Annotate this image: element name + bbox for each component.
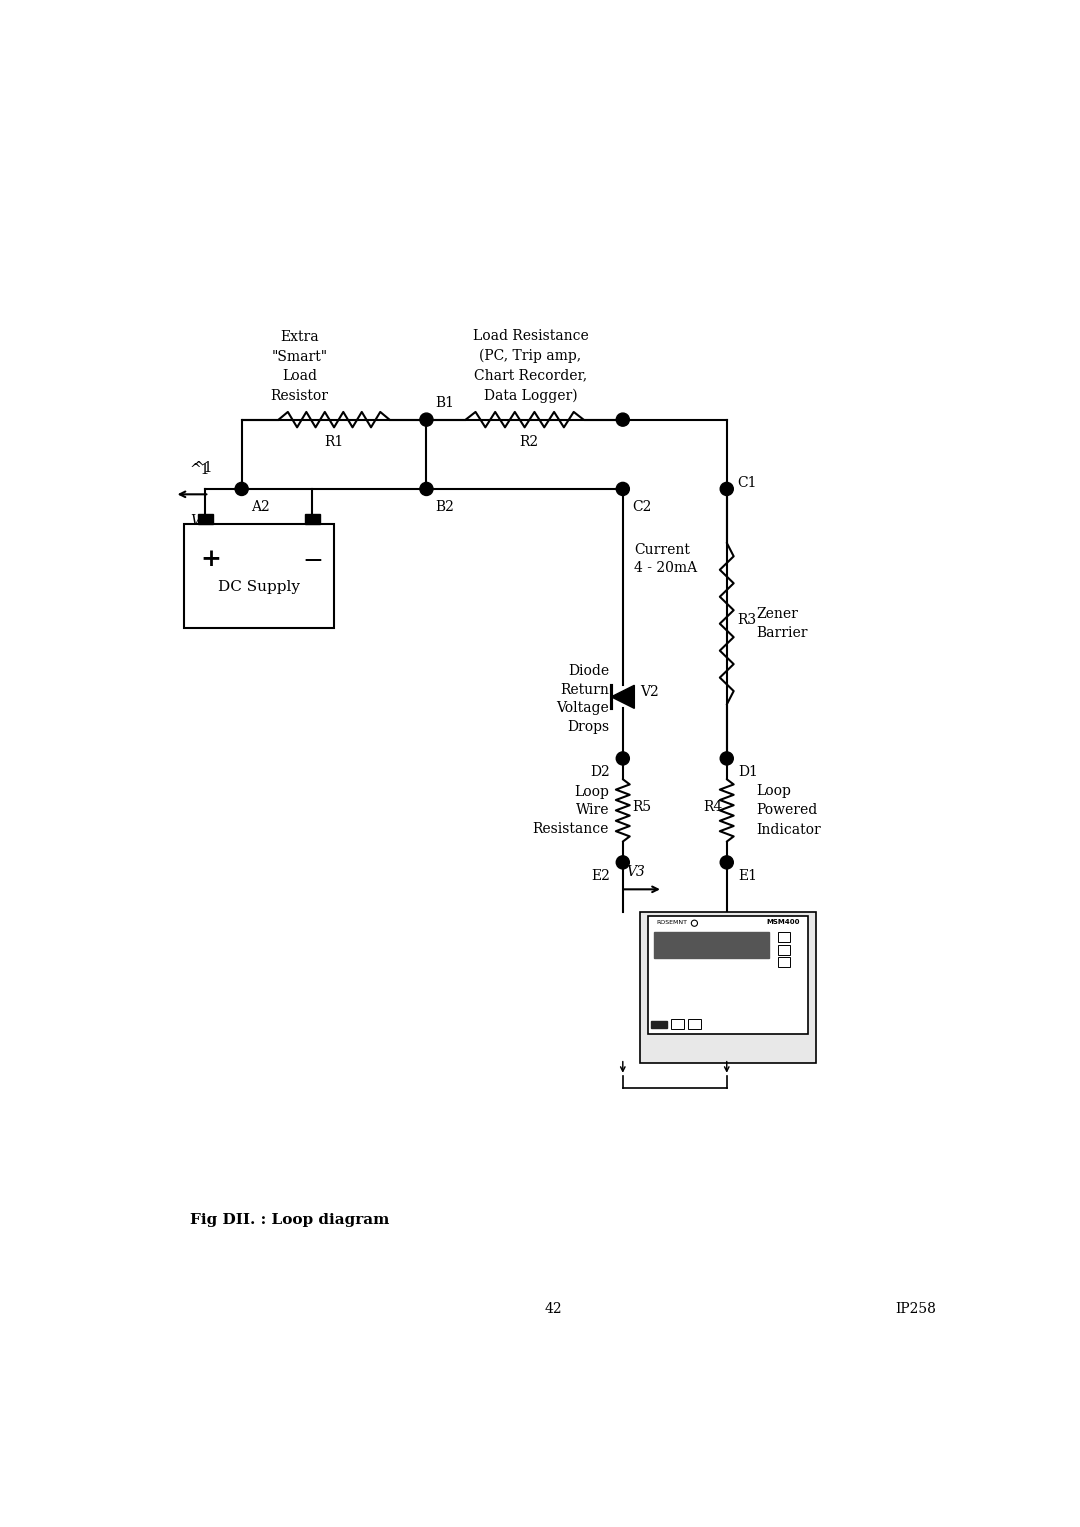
Bar (672, 1020, 684, 1029)
Text: Zener
Barrier: Zener Barrier (756, 606, 808, 640)
Bar (688, 1020, 701, 1029)
Text: V1: V1 (190, 513, 208, 527)
Text: 42: 42 (544, 1303, 563, 1316)
Text: Load Resistance
(PC, Trip amp,
Chart Recorder,
Data Logger): Load Resistance (PC, Trip amp, Chart Rec… (473, 328, 589, 403)
Bar (305, 513, 320, 524)
Text: ROSEMNT: ROSEMNT (656, 919, 687, 925)
Text: Fig DII. : Loop diagram: Fig DII. : Loop diagram (190, 1214, 390, 1228)
Text: ^1: ^1 (193, 461, 214, 475)
Text: C2: C2 (632, 501, 651, 515)
Text: D1: D1 (739, 765, 758, 779)
Text: R1: R1 (324, 435, 343, 449)
Circle shape (691, 921, 698, 927)
Text: Diode
Return
Voltage
Drops: Diode Return Voltage Drops (556, 664, 609, 733)
Text: R5: R5 (632, 800, 651, 814)
Text: MSM400: MSM400 (767, 919, 800, 925)
Text: R4: R4 (704, 800, 723, 814)
Text: DC Supply: DC Supply (218, 580, 300, 594)
Text: Current
4 - 20mA: Current 4 - 20mA (634, 542, 698, 576)
Bar (651, 1022, 666, 1028)
Circle shape (617, 483, 630, 495)
Bar (779, 957, 789, 967)
Text: D2: D2 (591, 765, 610, 779)
Text: −: − (302, 550, 323, 573)
Circle shape (720, 855, 733, 869)
Circle shape (617, 855, 630, 869)
Text: C1: C1 (738, 476, 757, 490)
Circle shape (235, 483, 248, 495)
Text: Loop
Wire
Resistance: Loop Wire Resistance (532, 785, 609, 835)
Circle shape (720, 751, 733, 765)
Circle shape (617, 414, 630, 426)
Bar (779, 945, 789, 954)
Text: E1: E1 (739, 869, 757, 883)
Text: A2: A2 (251, 501, 270, 515)
Bar (648, 916, 808, 1034)
Text: IP258: IP258 (895, 1303, 936, 1316)
Text: V2: V2 (639, 686, 659, 699)
Text: ^1: ^1 (189, 463, 210, 478)
Bar (184, 524, 334, 628)
Circle shape (617, 751, 630, 765)
Bar (654, 933, 769, 957)
Text: B1: B1 (435, 397, 455, 411)
Text: Loop
Powered
Indicator: Loop Powered Indicator (756, 783, 821, 837)
Polygon shape (611, 686, 634, 709)
Bar (779, 933, 789, 942)
Bar (639, 913, 816, 1063)
Text: B2: B2 (435, 501, 455, 515)
Text: E2: E2 (592, 869, 610, 883)
Text: R2: R2 (518, 435, 538, 449)
Text: V3: V3 (626, 866, 646, 880)
Bar (198, 513, 213, 524)
Circle shape (420, 483, 433, 495)
Circle shape (420, 414, 433, 426)
Text: R3: R3 (738, 612, 757, 626)
Circle shape (720, 483, 733, 495)
Text: +: + (201, 547, 221, 571)
Text: Extra
"Smart"
Load
Resistor: Extra "Smart" Load Resistor (270, 330, 328, 403)
